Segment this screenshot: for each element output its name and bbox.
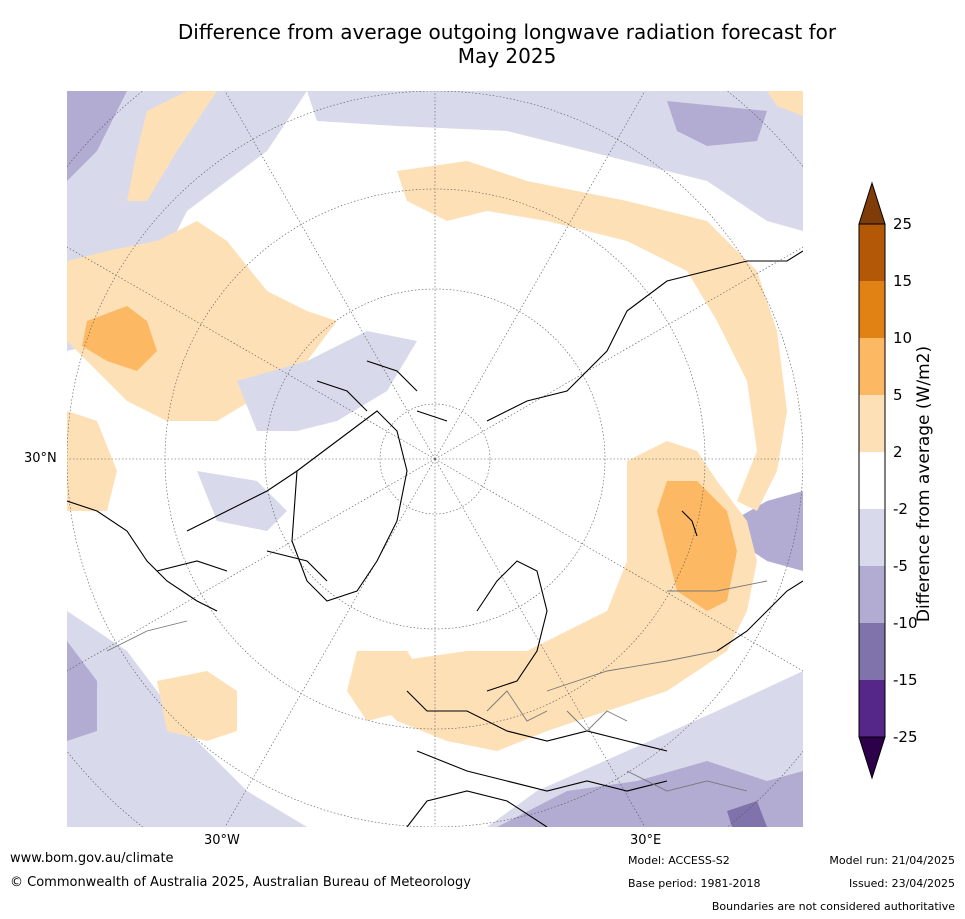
- boundary-europe-2: [566, 710, 628, 732]
- footer-model-run: Model run: 21/04/2025: [829, 854, 955, 867]
- coast-scandinavia: [476, 560, 548, 692]
- lon-label-30w: 30°W: [204, 833, 240, 848]
- anomaly-region-west-streak: [127, 91, 217, 201]
- anomaly-region-west-purple: [67, 91, 127, 181]
- colorbar-band-5-10: [859, 338, 885, 395]
- anomaly-region-nw-orange-strong: [82, 306, 157, 371]
- footer-disclaimer: Boundaries are not considered authoritat…: [711, 900, 955, 913]
- coast-lake-baikal: [681, 510, 698, 537]
- meridian-120e: [434, 246, 803, 460]
- colorbar-tick: -5: [893, 557, 908, 575]
- anomaly-region-canada-lavender: [197, 471, 287, 531]
- colorbar-tick: -2: [893, 500, 908, 518]
- colorbar-band-15-25: [859, 224, 885, 281]
- boundary-china-mongolia: [667, 580, 768, 592]
- anomaly-region-europe-orange: [347, 651, 427, 721]
- latitude-circle-inner: [379, 403, 491, 515]
- colorbar-band-2-5: [859, 395, 885, 452]
- colorbar-band-m2-2: [859, 452, 885, 509]
- title-line-1: Difference from average outgoing longwav…: [177, 20, 837, 44]
- map-canvas: [67, 91, 803, 827]
- colorbar-tick: 25: [893, 215, 913, 233]
- colorbar-extend-over: [858, 181, 886, 225]
- colorbar-tick: -25: [893, 728, 918, 746]
- map-title: Difference from average outgoing longwav…: [0, 20, 965, 68]
- meridian-60w: [67, 458, 436, 672]
- meridian-150e: [434, 91, 646, 460]
- colorbar-tick: -15: [893, 671, 918, 689]
- meridian-60e: [434, 458, 803, 672]
- footer-issued: Issued: 23/04/2025: [848, 877, 955, 890]
- polar-map: [67, 91, 803, 827]
- colorbar-band-10-15: [859, 281, 885, 338]
- title-line-2: May 2025: [457, 44, 557, 68]
- colorbar-extend-under: [858, 736, 886, 780]
- colorbar-band-m5-m2: [859, 509, 885, 566]
- lon-label-30e: 30°E: [630, 833, 662, 848]
- boundary-russia-kazakhstan: [546, 650, 718, 692]
- footer-model: Model: ACCESS-S2: [628, 854, 730, 867]
- anomaly-region-arc-orange: [397, 161, 787, 511]
- meridian-150w: [224, 91, 436, 460]
- colorbar-band-m10-m5: [859, 566, 885, 623]
- boundary-canada-us: [106, 620, 188, 652]
- colorbar-tick: 5: [893, 386, 903, 404]
- colorbar-band-m25-m15: [859, 680, 885, 737]
- coast-alaska: [67, 500, 218, 612]
- colorbar-tick: -10: [893, 614, 918, 632]
- anomaly-region-arctic-lavender: [237, 331, 417, 431]
- colorbar-outline: [858, 223, 886, 738]
- coast-arctic-islands: [316, 360, 448, 422]
- meridian-30w: [224, 458, 436, 827]
- anomaly-region-pacific-orange: [67, 411, 117, 511]
- anomaly-region-south-orange: [157, 671, 237, 741]
- country-boundaries: [106, 580, 768, 792]
- boundary-europe-1: [486, 690, 548, 722]
- coastlines: [67, 250, 803, 827]
- lat-label-30n: 30°N: [24, 451, 57, 466]
- coast-mediterranean: [416, 750, 668, 792]
- footer-copyright: © Commonwealth of Australia 2025, Austra…: [10, 875, 471, 890]
- footer-base-period: Base period: 1981-2018: [628, 877, 761, 890]
- anomaly-region-se-dark: [727, 801, 767, 827]
- boundary-middle-east: [626, 770, 748, 792]
- anomaly-region-sw-lavender: [67, 611, 307, 827]
- coast-africa-north: [406, 790, 548, 827]
- footer-website[interactable]: www.bom.gov.au/climate: [10, 851, 174, 866]
- anomaly-region-nw-orange: [67, 221, 337, 421]
- graticule: [67, 91, 803, 827]
- coast-russia-north: [486, 250, 803, 422]
- anomaly-region-east-purple: [732, 491, 803, 571]
- anomaly-region-north-purple: [667, 101, 767, 146]
- colorbar-tick: 15: [893, 272, 913, 290]
- colorbar-label: Difference from average (W/m2): [914, 345, 934, 623]
- colorbar: [858, 181, 886, 780]
- coast-east-asia: [716, 580, 803, 652]
- anomaly-fields: [67, 91, 803, 827]
- anomaly-region-ne-orange: [767, 91, 803, 116]
- coast-europe: [406, 690, 668, 752]
- meridian-120w: [67, 246, 436, 460]
- colorbar-tick: 10: [893, 329, 913, 347]
- anomaly-region-sw-purple: [67, 641, 97, 741]
- coast-canada-north: [156, 470, 328, 582]
- meridian-30e: [434, 458, 646, 827]
- colorbar-tick: 2: [893, 443, 903, 461]
- colorbar-band-m15-m10: [859, 623, 885, 680]
- coast-greenland: [291, 410, 408, 602]
- latitude-circle-1: [264, 288, 606, 630]
- anomaly-region-se-purple: [497, 761, 803, 827]
